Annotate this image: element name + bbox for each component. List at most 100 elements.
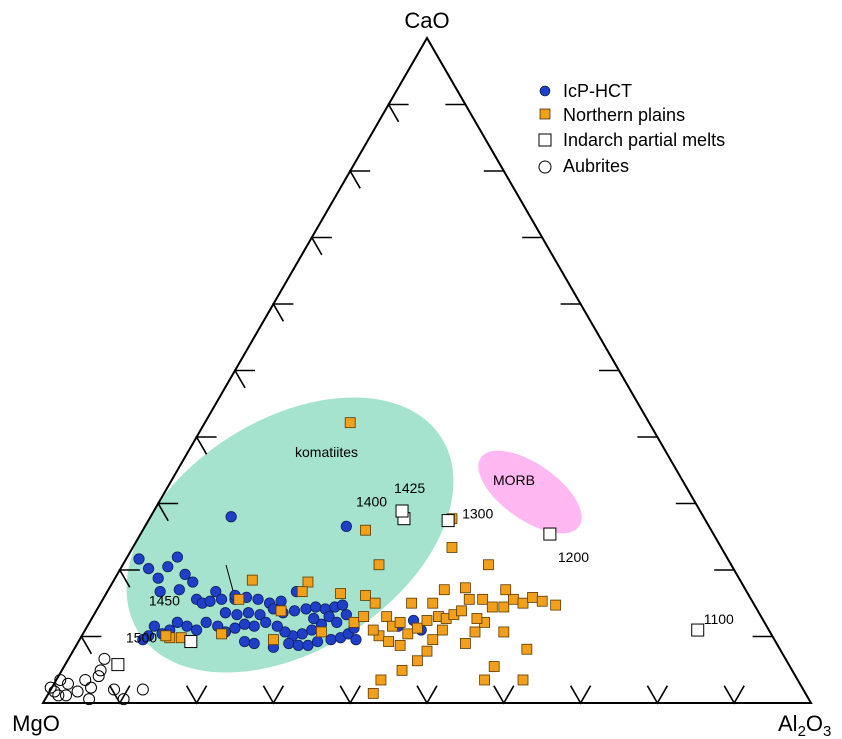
icp-hct-point xyxy=(254,609,266,621)
icp-hct-point xyxy=(210,586,222,598)
northern-plains-point xyxy=(536,595,548,607)
northern-plains-point xyxy=(421,615,433,626)
aubrite-point xyxy=(83,693,96,706)
left-tick xyxy=(80,635,102,655)
northern-plains-point xyxy=(521,643,533,655)
northern-plains-point xyxy=(367,688,379,699)
northern-plains-point xyxy=(267,634,279,646)
right-tick xyxy=(675,485,698,505)
bottom-tick xyxy=(646,685,669,705)
icp-hct-point xyxy=(148,620,160,632)
northern-plains-point xyxy=(446,542,458,553)
aubrite-point xyxy=(71,685,84,698)
icp-hct-point xyxy=(239,618,251,630)
northern-plains-point xyxy=(507,593,519,605)
northern-plains-point xyxy=(550,599,562,611)
icp-hct-point xyxy=(340,520,352,532)
northern-plains-point xyxy=(500,584,512,596)
northern-plains-point xyxy=(498,601,510,613)
northern-plains-point xyxy=(373,559,385,571)
northern-plains-point xyxy=(459,638,471,649)
bottom-tick xyxy=(262,685,285,705)
northern-plains-point xyxy=(527,592,538,603)
aubrite-point xyxy=(54,673,67,686)
legend-marker-indarch xyxy=(538,133,552,147)
northern-plains-point xyxy=(216,628,227,640)
icp-hct-point xyxy=(162,561,174,573)
icp-hct-point xyxy=(350,634,362,646)
icp-hct-point xyxy=(311,635,324,648)
northern-plains-point xyxy=(486,601,498,613)
temp-label-1100: 1100 xyxy=(704,611,734,627)
icp-hct-point xyxy=(292,639,304,652)
temp-label-1425: 1425 xyxy=(394,480,425,496)
northern-plains-point xyxy=(406,597,418,609)
left-tick xyxy=(156,502,179,522)
northern-plains-point xyxy=(381,611,393,622)
aubrite-point xyxy=(44,681,57,694)
northern-plains-point xyxy=(375,674,387,686)
northern-plains-point xyxy=(436,624,448,636)
icp-hct-point xyxy=(219,607,231,619)
point-labels: 1500 1450 1400 1425 1300 1200 1100 xyxy=(126,480,734,646)
morb-field xyxy=(478,450,582,534)
indarch-point xyxy=(543,527,557,541)
right-tick xyxy=(483,153,506,172)
left-tick xyxy=(348,170,371,189)
icp-hct-point xyxy=(248,620,260,632)
icp-hct-point xyxy=(229,622,241,634)
northern-plains-point xyxy=(456,605,467,617)
northern-plains-point xyxy=(477,593,489,605)
icp-hct-point xyxy=(143,562,155,575)
legend-label-northern-plains: Northern plains xyxy=(563,105,685,125)
icp-hct-point xyxy=(239,635,251,648)
icp-hct-point xyxy=(231,609,243,621)
northern-plains-point xyxy=(396,664,408,676)
icp-hct-point xyxy=(173,584,185,596)
temp-label-1500: 1500 xyxy=(126,630,157,646)
vertex-label-cao: CaO xyxy=(404,8,449,33)
vertex-label-mgo: MgO xyxy=(12,711,60,736)
temp-label-1300: 1300 xyxy=(462,506,493,522)
tick-marks xyxy=(80,86,774,705)
indarch-point xyxy=(184,635,198,649)
icp-hct-point xyxy=(152,572,164,584)
legend-marker-aubrites xyxy=(538,160,552,174)
temp-label-1200: 1200 xyxy=(558,549,589,565)
icp-hct-point xyxy=(133,553,145,565)
bottom-tick xyxy=(339,685,361,705)
icp-hct-point xyxy=(308,612,320,625)
right-tick xyxy=(599,352,621,372)
northern-plains-point xyxy=(469,626,481,638)
aubrite-point xyxy=(52,689,65,702)
legend-label-aubrites: Aubrites xyxy=(563,156,629,176)
northern-plains-point xyxy=(471,613,483,624)
northern-plains-point xyxy=(360,590,371,601)
icp-hct-point xyxy=(300,603,312,615)
northern-plains-point xyxy=(383,636,395,647)
bottom-tick xyxy=(569,685,592,705)
left-tick xyxy=(310,236,332,256)
icp-hct-point xyxy=(200,616,212,628)
vertex-labels: CaO MgO Al2O3 xyxy=(12,8,831,739)
aubrite-point xyxy=(92,670,105,683)
northern-plains-point xyxy=(411,622,423,634)
legend-label-icp-hct: IcP-HCT xyxy=(563,81,632,101)
northern-plains-point xyxy=(373,630,385,642)
northern-plains-point xyxy=(438,584,450,596)
komatiites-label: komatiites xyxy=(295,444,358,460)
bottom-tick xyxy=(493,685,515,705)
northern-plains-point xyxy=(488,661,500,672)
northern-plains-point xyxy=(517,597,529,609)
northern-plains-point xyxy=(246,574,258,586)
left-tick xyxy=(272,303,294,322)
aubrite-point xyxy=(60,689,73,702)
icp-hct-point xyxy=(283,637,295,650)
icp-hct-point xyxy=(306,624,318,636)
left-tick xyxy=(118,569,140,588)
icp-hct-point xyxy=(279,626,291,638)
northern-plains-point xyxy=(275,605,287,617)
aubrite-point xyxy=(136,683,149,696)
northern-plains-point xyxy=(348,616,360,628)
